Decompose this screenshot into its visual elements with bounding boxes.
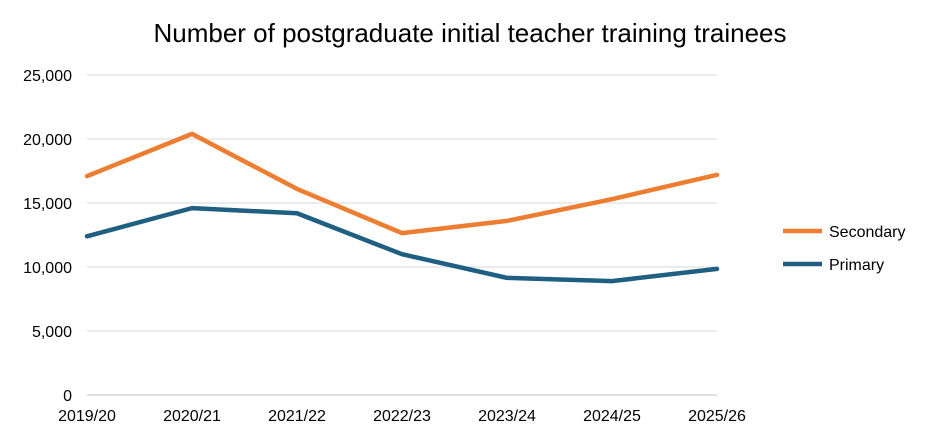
y-tick-label: 15,000 (23, 196, 72, 213)
x-tick-label: 2024/25 (583, 408, 641, 425)
legend-label-secondary: Secondary (829, 224, 906, 241)
chart-title: Number of postgraduate initial teacher t… (153, 18, 786, 48)
x-tick-label: 2021/22 (268, 408, 326, 425)
y-axis-ticks: 0 5,000 10,000 15,000 20,000 25,000 (23, 68, 72, 405)
x-tick-label: 2019/20 (58, 408, 116, 425)
series-lines (84, 131, 720, 284)
y-tick-label: 20,000 (23, 132, 72, 149)
gridlines (87, 74, 717, 396)
y-tick-label: 10,000 (23, 260, 72, 277)
x-tick-label: 2023/24 (478, 408, 536, 425)
y-tick-label: 0 (63, 388, 72, 405)
series-line-primary (84, 205, 720, 284)
x-tick-label: 2025/26 (688, 408, 746, 425)
legend-label-primary: Primary (829, 257, 884, 274)
y-tick-label: 5,000 (32, 324, 72, 341)
x-tick-label: 2022/23 (373, 408, 431, 425)
x-tick-label: 2020/21 (163, 408, 221, 425)
x-axis-ticks: 2019/20 2020/21 2021/22 2022/23 2023/24 2024/… (58, 408, 746, 425)
y-tick-label: 25,000 (23, 68, 72, 85)
series-line-secondary (84, 131, 720, 236)
legend: Secondary Primary (783, 224, 906, 274)
